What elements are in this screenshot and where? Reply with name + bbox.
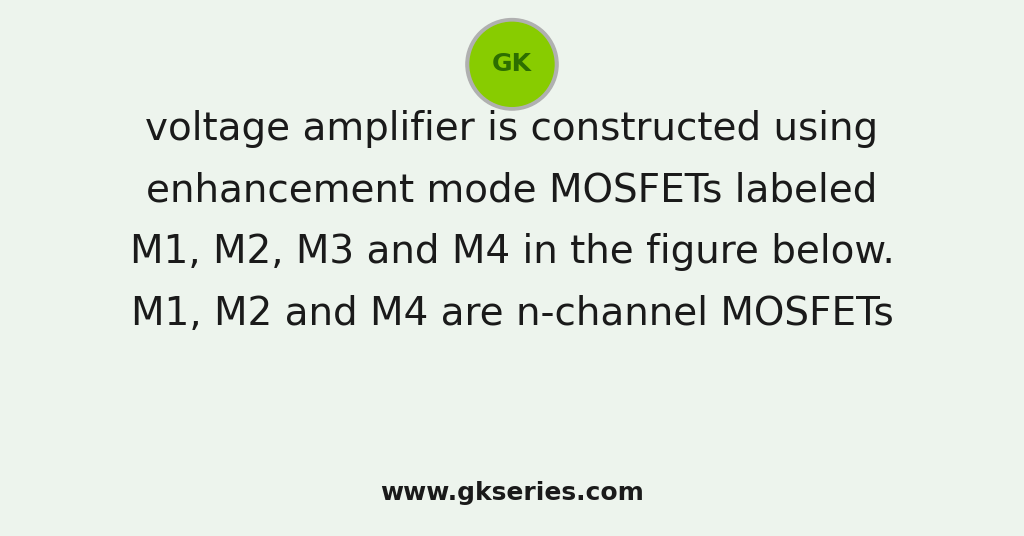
Ellipse shape [466, 19, 558, 110]
Text: M1, M2 and M4 are n-channel MOSFETs: M1, M2 and M4 are n-channel MOSFETs [131, 295, 893, 332]
Text: GK: GK [492, 53, 532, 76]
Text: www.gkseries.com: www.gkseries.com [380, 481, 644, 505]
Text: enhancement mode MOSFETs labeled: enhancement mode MOSFETs labeled [146, 172, 878, 209]
Text: voltage amplifier is constructed using: voltage amplifier is constructed using [145, 110, 879, 147]
Ellipse shape [470, 23, 554, 106]
Text: M1, M2, M3 and M4 in the figure below.: M1, M2, M3 and M4 in the figure below. [130, 233, 894, 271]
